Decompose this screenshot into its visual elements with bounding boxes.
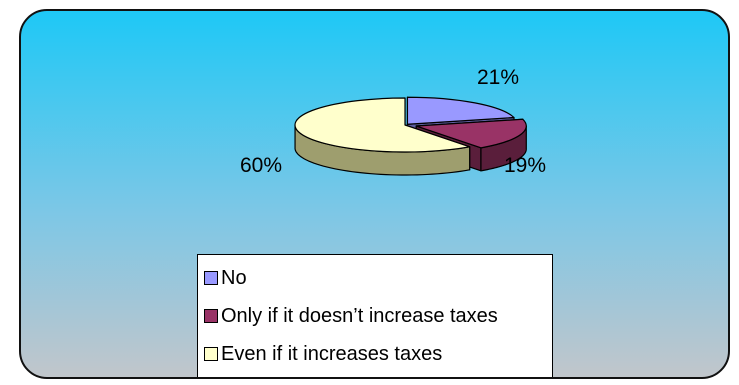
pie-slice-even-if-tax-increase [294,97,471,153]
data-label-even-if-tax-increase: 60% [240,154,282,177]
legend-swatch-only-if-no-tax-increase [204,309,218,323]
data-label-no: 21% [477,66,519,89]
pie-slice-no [406,96,515,125]
legend-item-even-if-tax-increase: Even if it increases taxes [204,335,552,373]
pie-slice-only-if-no-tax-increase [415,118,527,149]
chart-area: 21% 19% 60% No Only if it doesn’t increase… [19,9,730,379]
legend-label-only-if-no-tax-increase: Only if it doesn’t increase taxes [221,304,498,327]
legend-item-only-if-no-tax-increase: Only if it doesn’t increase taxes [204,297,552,335]
legend-label-no: No [221,266,247,289]
pie-chart: 21% 19% 60% [240,66,546,177]
legend-swatch-no [204,271,218,285]
legend-item-no: No [204,259,552,297]
legend: No Only if it doesn’t increase taxes Eve… [197,254,553,377]
legend-label-even-if-tax-increase: Even if it increases taxes [221,342,443,365]
data-label-only-if-no-tax-increase: 19% [504,154,546,177]
legend-swatch-even-if-tax-increase [204,347,218,361]
